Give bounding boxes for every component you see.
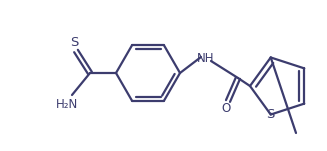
Text: S: S	[70, 35, 78, 48]
Text: H₂N: H₂N	[56, 98, 78, 111]
Text: O: O	[221, 103, 231, 116]
Text: S: S	[267, 108, 275, 121]
Text: NH: NH	[197, 53, 215, 66]
